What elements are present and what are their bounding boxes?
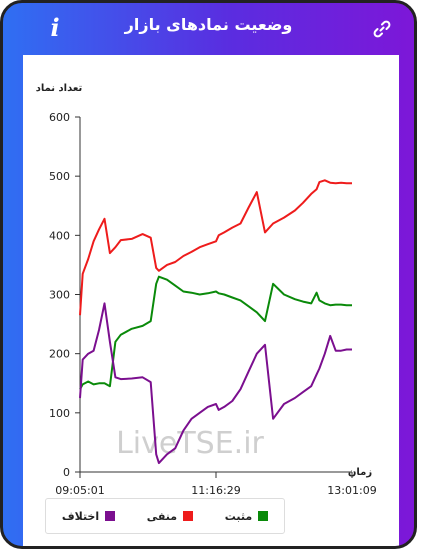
legend-swatch [258, 511, 269, 521]
legend-item-1[interactable]: مثبت [224, 509, 269, 523]
series-line-2 [79, 302, 352, 465]
y-tick-label: 0 [63, 466, 70, 479]
chart-panel: تعداد نماد زمان LiveTSE.ir 0 100 200 300 400… [23, 55, 399, 546]
legend-item-2[interactable]: اختلاف [61, 509, 116, 523]
x-tick-label: 13:01:09 [327, 484, 376, 497]
legend-swatch [105, 511, 116, 521]
x-axis-label: زمان [348, 467, 372, 478]
info-button[interactable]: i [50, 13, 60, 42]
chart-card: i وضعیت نمادهای بازار تعداد نماد زمان Li… [0, 0, 417, 549]
chart-legend: مثبت منفی اختلاف [45, 498, 285, 534]
card-header: i وضعیت نمادهای بازار [3, 3, 414, 55]
legend-label: منفی [146, 509, 178, 523]
y-axis-label: تعداد نماد [36, 83, 83, 94]
legend-label: اختلاف [61, 509, 100, 523]
y-tick-label: 400 [49, 229, 70, 242]
axes: 0 100 200 300 400 500 600 09:05:01 11:16:29 13:01… [49, 111, 377, 497]
line-chart: تعداد نماد زمان LiveTSE.ir 0 100 200 300 400… [36, 83, 377, 497]
y-tick-label: 500 [49, 170, 70, 183]
x-tick-label: 11:16:29 [191, 484, 240, 497]
watermark: LiveTSE.ir [116, 426, 264, 461]
y-tick-label: 600 [49, 111, 70, 124]
legend-label: مثبت [224, 509, 253, 523]
y-tick-label: 100 [49, 407, 70, 420]
link-icon[interactable] [372, 19, 392, 39]
card-title: وضعیت نمادهای بازار [124, 15, 293, 34]
series-line-0 [79, 179, 352, 316]
y-tick-label: 200 [49, 348, 70, 361]
legend-swatch [183, 511, 194, 521]
series-lines [79, 179, 352, 465]
legend-item-0[interactable]: منفی [146, 509, 194, 523]
series-line-1 [79, 275, 352, 390]
x-tick-label: 09:05:01 [55, 484, 104, 497]
y-tick-label: 300 [49, 289, 70, 302]
